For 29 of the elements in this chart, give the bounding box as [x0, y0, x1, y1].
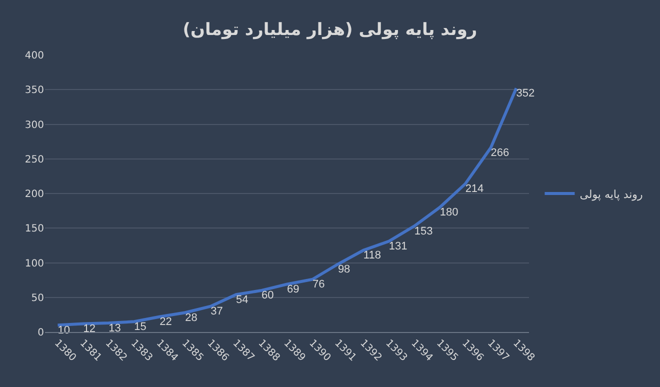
y-tick-label: 400 [24, 50, 44, 62]
data-label: 13 [108, 322, 121, 334]
data-label: 214 [465, 183, 484, 196]
data-label: 28 [185, 312, 198, 324]
data-label: 54 [236, 294, 248, 306]
y-tick-label: 300 [24, 120, 44, 131]
y-tick-label: 0 [38, 328, 44, 338]
chart-title: روند پایه پولی (هزار میلیارد تومان) [182, 20, 478, 40]
data-label: 60 [262, 290, 274, 302]
data-label: 37 [210, 306, 223, 318]
data-label: 352 [516, 87, 535, 100]
y-tick-label: 100 [24, 258, 44, 270]
data-label: 69 [287, 283, 300, 296]
data-label: 266 [490, 147, 510, 160]
y-tick-label: 350 [24, 85, 44, 96]
data-label: 118 [363, 250, 381, 262]
data-label: 131 [388, 240, 408, 253]
y-tick-label: 250 [24, 154, 44, 166]
data-label: 12 [83, 322, 96, 335]
y-tick-label: 150 [24, 224, 44, 235]
y-tick-label: 50 [31, 292, 44, 304]
data-label: 22 [160, 316, 172, 328]
data-label: 98 [338, 263, 350, 276]
data-label: 15 [134, 320, 146, 333]
data-label: 180 [440, 206, 458, 219]
y-tick-label: 200 [24, 189, 44, 200]
data-label: 76 [312, 278, 325, 291]
legend-label: روند پایه پولی [580, 188, 643, 201]
data-label: 153 [414, 225, 433, 238]
